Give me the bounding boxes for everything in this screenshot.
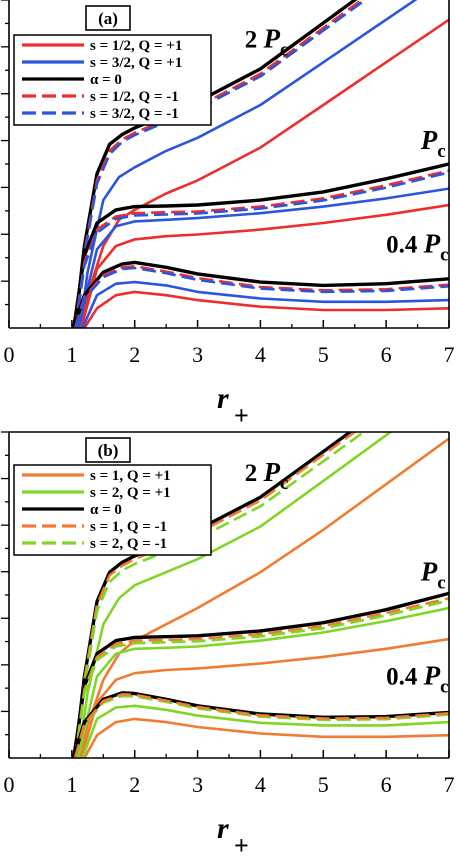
x-axis-title-subscript: + bbox=[234, 401, 249, 430]
series-line-1 bbox=[78, 437, 449, 758]
series-line-4 bbox=[75, 432, 357, 758]
x-tick-label: 4 bbox=[255, 772, 266, 797]
curve-annotation: 0.4 Pc bbox=[386, 229, 448, 266]
series-line-13 bbox=[72, 260, 449, 328]
legend-label: s = 1/2, Q = -1 bbox=[90, 89, 179, 105]
x-axis-title: r bbox=[217, 382, 229, 415]
series-line-6 bbox=[80, 203, 449, 328]
x-tick-label: 3 bbox=[192, 772, 203, 797]
series-line-3 bbox=[73, 432, 354, 758]
series-line-5 bbox=[75, 0, 368, 328]
series-line-10 bbox=[74, 171, 449, 328]
series-group bbox=[72, 0, 449, 328]
series-line-5 bbox=[75, 432, 366, 758]
series-line-12 bbox=[81, 280, 449, 328]
series-line-15 bbox=[73, 693, 449, 758]
series-line-11 bbox=[83, 717, 449, 758]
series-line-8 bbox=[72, 162, 449, 328]
x-tick-label: 4 bbox=[255, 342, 266, 367]
x-tick-label: 2 bbox=[129, 342, 140, 367]
legend-label: α = 0 bbox=[90, 72, 122, 88]
series-line-12 bbox=[81, 704, 449, 758]
legend-label: s = 2, Q = -1 bbox=[90, 536, 167, 552]
x-tick-label: 0 bbox=[4, 342, 15, 367]
legend-label: s = 3/2, Q = -1 bbox=[90, 106, 179, 122]
x-axis-title: r bbox=[217, 812, 229, 845]
x-tick-label: 3 bbox=[192, 342, 203, 367]
legend: s = 1, Q = +1s = 2, Q = +1α = 0s = 1, Q … bbox=[13, 464, 212, 556]
curve-annotation: 2 Pc bbox=[245, 24, 289, 61]
legend-label: s = 3/2, Q = +1 bbox=[90, 55, 182, 71]
series-line-4 bbox=[75, 0, 364, 328]
x-tick-label: 5 bbox=[318, 342, 329, 367]
x-tick-label: 1 bbox=[66, 342, 77, 367]
series-line-11 bbox=[83, 290, 449, 328]
series-line-10 bbox=[74, 599, 449, 758]
x-tick-label: 5 bbox=[318, 772, 329, 797]
x-tick-label: 7 bbox=[444, 772, 455, 797]
series-line-2 bbox=[76, 432, 393, 758]
legend-label: s = 1/2, Q = +1 bbox=[90, 38, 182, 54]
x-tick-label: 7 bbox=[444, 342, 455, 367]
x-tick-label: 6 bbox=[381, 342, 392, 367]
legend: s = 1/2, Q = +1s = 3/2, Q = +1α = 0s = 1… bbox=[13, 34, 212, 126]
series-line-15 bbox=[74, 266, 449, 328]
legend-label: s = 1, Q = -1 bbox=[90, 519, 167, 535]
series-line-6 bbox=[80, 637, 449, 758]
series-line-8 bbox=[72, 591, 449, 758]
x-axis-title-subscript: + bbox=[234, 831, 249, 860]
series-group bbox=[72, 432, 449, 758]
series-line-7 bbox=[76, 187, 449, 328]
x-tick-label: 0 bbox=[4, 772, 15, 797]
legend-label: s = 1, Q = +1 bbox=[90, 468, 171, 484]
panel-label: (a) bbox=[98, 9, 118, 28]
x-tick-label: 6 bbox=[381, 772, 392, 797]
panel-label: (b) bbox=[98, 441, 119, 460]
legend-label: s = 2, Q = +1 bbox=[90, 485, 171, 501]
curve-annotation: 0.4 Pc bbox=[386, 661, 448, 698]
curve-annotation: Pc bbox=[420, 556, 446, 593]
series-line-7 bbox=[76, 606, 449, 758]
x-tick-label: 2 bbox=[129, 772, 140, 797]
curve-annotation: 2 Pc bbox=[245, 457, 289, 494]
panel-label-box bbox=[85, 5, 131, 31]
curve-annotation: Pc bbox=[420, 125, 446, 162]
series-line-14 bbox=[73, 265, 449, 328]
series-line-1 bbox=[78, 18, 449, 328]
x-tick-label: 1 bbox=[66, 772, 77, 797]
legend-label: α = 0 bbox=[90, 502, 122, 518]
panel-label-box bbox=[85, 437, 131, 463]
